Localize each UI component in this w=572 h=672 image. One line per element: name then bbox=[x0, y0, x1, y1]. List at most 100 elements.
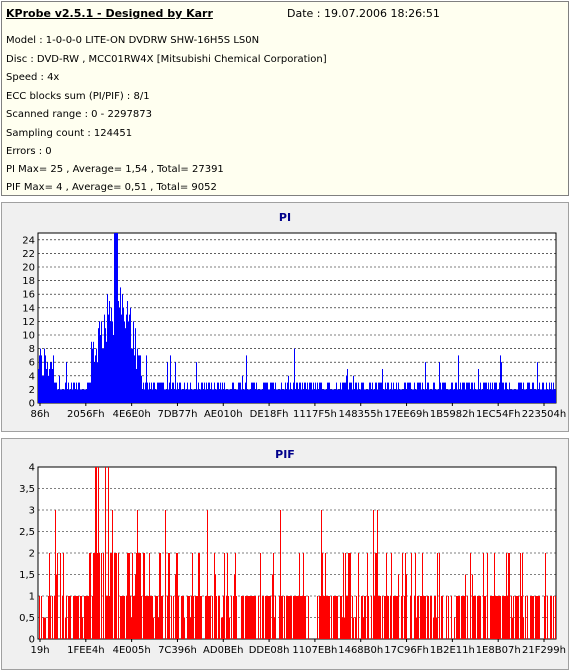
bar bbox=[363, 382, 364, 403]
bar bbox=[168, 389, 169, 403]
bar bbox=[521, 382, 522, 403]
bar bbox=[89, 553, 90, 639]
bar bbox=[93, 341, 94, 403]
bar bbox=[504, 596, 505, 639]
bar bbox=[296, 596, 297, 639]
bar bbox=[108, 314, 109, 403]
bar bbox=[383, 389, 384, 403]
bar bbox=[320, 382, 321, 403]
bar bbox=[325, 553, 326, 639]
bar bbox=[395, 596, 396, 639]
bar bbox=[399, 389, 400, 403]
bar bbox=[406, 389, 407, 403]
bar bbox=[355, 617, 356, 639]
bar bbox=[546, 382, 547, 403]
bar bbox=[321, 510, 322, 639]
bar bbox=[126, 314, 127, 403]
bar bbox=[458, 355, 459, 403]
bar bbox=[185, 389, 186, 403]
x-tick-label: 1EC54Fh bbox=[476, 409, 520, 420]
bar bbox=[45, 617, 46, 639]
bar bbox=[161, 596, 162, 639]
bar bbox=[136, 553, 137, 639]
bar bbox=[200, 596, 201, 639]
bar bbox=[111, 553, 112, 639]
bar bbox=[375, 553, 376, 639]
pif-chart-panel: PIF 0 0,5 1 1,5 2 2,5 3 3,5 4 19h 1FEE4h 4E005h 7C39… bbox=[1, 438, 569, 670]
bar bbox=[540, 389, 541, 403]
bar bbox=[526, 389, 527, 403]
bar bbox=[430, 389, 431, 403]
bar bbox=[298, 596, 299, 639]
bar bbox=[287, 596, 288, 639]
bar bbox=[394, 596, 395, 639]
bar bbox=[123, 596, 124, 639]
bar bbox=[228, 596, 229, 639]
bar bbox=[544, 389, 545, 403]
bar bbox=[163, 382, 164, 403]
bar bbox=[536, 596, 537, 639]
bar bbox=[418, 382, 419, 403]
bar bbox=[508, 553, 509, 639]
bar bbox=[301, 596, 302, 639]
bar bbox=[362, 382, 363, 403]
bar bbox=[281, 382, 282, 403]
bar bbox=[48, 596, 49, 639]
bar bbox=[369, 382, 370, 403]
bar bbox=[271, 382, 272, 403]
bar bbox=[304, 596, 305, 639]
bar bbox=[176, 389, 177, 403]
bar bbox=[464, 596, 465, 639]
bar bbox=[529, 382, 530, 403]
bar bbox=[171, 596, 172, 639]
y-tick-label: 12 bbox=[22, 317, 35, 328]
bar bbox=[446, 389, 447, 403]
bar bbox=[465, 389, 466, 403]
x-tick-label: DE18Fh bbox=[250, 409, 289, 420]
bar bbox=[552, 389, 553, 403]
bar bbox=[430, 596, 431, 639]
bar bbox=[105, 328, 106, 403]
bar bbox=[416, 617, 417, 639]
bar bbox=[428, 382, 429, 403]
bar bbox=[411, 389, 412, 403]
bar bbox=[427, 382, 428, 403]
bar bbox=[388, 596, 389, 639]
bar bbox=[333, 389, 334, 403]
bar bbox=[432, 389, 433, 403]
bar bbox=[159, 382, 160, 403]
bar bbox=[226, 389, 227, 403]
bar bbox=[476, 389, 477, 403]
pif-chart: 0 0,5 1 1,5 2 2,5 3 3,5 4 19h 1FEE4h 4E005h 7C396h AD… bbox=[19, 463, 566, 657]
bar bbox=[361, 596, 362, 639]
bar bbox=[53, 355, 54, 403]
bar bbox=[304, 382, 305, 403]
bar bbox=[150, 389, 151, 403]
bar bbox=[326, 596, 327, 639]
bar bbox=[219, 389, 220, 403]
bar bbox=[50, 596, 51, 639]
y-tick-label: 0 bbox=[29, 399, 35, 410]
bar bbox=[303, 389, 304, 403]
bar bbox=[404, 382, 405, 403]
bar bbox=[305, 382, 306, 403]
bar bbox=[216, 389, 217, 403]
bar bbox=[275, 382, 276, 403]
bar bbox=[233, 382, 234, 403]
x-tick-label: 1B2E11h bbox=[430, 645, 475, 656]
bar bbox=[355, 382, 356, 403]
bar bbox=[455, 382, 456, 403]
bar bbox=[336, 382, 337, 403]
bar bbox=[422, 382, 423, 403]
bar bbox=[514, 389, 515, 403]
x-tick-label: AD0BEh bbox=[203, 645, 243, 656]
bar bbox=[136, 369, 137, 403]
x-tick-label: 4E005h bbox=[113, 645, 151, 656]
bar bbox=[234, 389, 235, 403]
bar bbox=[511, 596, 512, 639]
bar bbox=[52, 369, 53, 403]
bar bbox=[215, 574, 216, 639]
bar bbox=[290, 596, 291, 639]
bar bbox=[356, 596, 357, 639]
bar bbox=[59, 375, 60, 403]
